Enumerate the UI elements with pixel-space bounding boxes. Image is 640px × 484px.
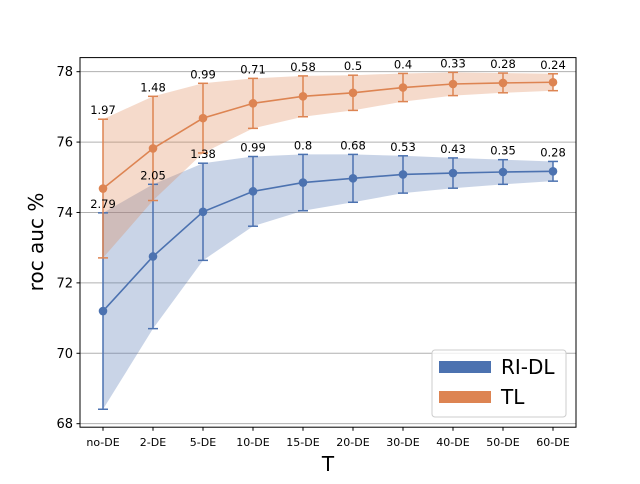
y-tick-label: 68	[56, 417, 73, 432]
error-labels: 2.79 2.05 1.38 0.99 0.8 0.68 0.53 0.43 0.35 0.28 1…	[90, 56, 566, 210]
data-point-ri-dl	[498, 167, 508, 177]
error-label-ri-dl: 0.35	[490, 144, 516, 158]
x-tick-label: 15-DE	[286, 436, 319, 449]
data-point-ri-dl	[398, 170, 408, 179]
data-point-ri-dl	[298, 178, 308, 187]
plot-frame	[79, 57, 577, 428]
error-label-ri-dl: 0.99	[240, 141, 266, 155]
data-point-ri-dl	[148, 252, 158, 261]
x-tick-label: 50-DE	[486, 436, 519, 449]
legend-label-ri-dl: RI-DL	[501, 355, 555, 379]
series-line-tl	[102, 81, 554, 190]
data-point-ri-dl	[548, 166, 558, 176]
data-point-tl	[148, 144, 158, 153]
data-point-tl	[498, 78, 508, 88]
data-point-tl	[198, 113, 208, 123]
error-band-ri-dl	[103, 154, 553, 410]
series-line-ri-dl	[102, 170, 554, 312]
error-label-tl: 0.58	[290, 60, 316, 74]
data-point-ri-dl	[198, 207, 208, 217]
error-band-tl	[103, 72, 553, 258]
data-point-ri-dl	[348, 174, 358, 183]
y-axis-label: roc auc %	[24, 193, 48, 292]
data-point-tl	[98, 184, 108, 193]
error-label-tl: 1.48	[140, 80, 166, 94]
error-label-tl: 0.4	[394, 57, 412, 71]
grid-lines	[80, 71, 576, 425]
y-tick-label: 72	[56, 276, 73, 291]
error-label-ri-dl: 2.79	[90, 197, 116, 211]
error-label-tl: 0.5	[344, 59, 362, 73]
x-tick-label: 20-DE	[336, 436, 369, 449]
error-label-ri-dl: 1.38	[190, 147, 216, 161]
x-tick-label: 60-DE	[536, 436, 569, 449]
legend-swatch-tl	[439, 391, 491, 403]
data-point-tl	[398, 83, 408, 92]
x-axis-ticks: no-DE 2-DE 5-DE 10-DE 15-DE 20-DE 30-DE 40-DE 50…	[86, 427, 570, 449]
error-label-ri-dl: 0.28	[540, 145, 566, 159]
legend-label-tl: TL	[500, 385, 525, 409]
data-points	[98, 77, 558, 316]
error-label-tl: 0.24	[540, 58, 566, 72]
error-bands	[103, 72, 553, 410]
x-axis-label: T	[321, 452, 335, 476]
data-point-ri-dl	[448, 168, 458, 178]
error-label-tl: 0.71	[240, 62, 266, 76]
data-point-tl	[248, 99, 258, 108]
y-tick-label: 78	[56, 65, 73, 80]
y-tick-label: 74	[56, 206, 73, 221]
error-label-ri-dl: 0.68	[340, 138, 366, 152]
error-label-ri-dl: 0.53	[390, 140, 416, 154]
series-lines	[102, 81, 554, 312]
y-tick-label: 70	[56, 347, 73, 362]
data-point-tl	[298, 92, 308, 101]
data-point-ri-dl	[248, 187, 258, 196]
legend-swatch-ri-dl	[439, 361, 491, 373]
x-tick-label: no-DE	[86, 436, 119, 449]
data-point-ri-dl	[98, 306, 108, 316]
error-label-ri-dl: 2.05	[140, 168, 166, 182]
x-tick-label: 5-DE	[190, 436, 216, 449]
error-label-tl: 0.28	[490, 57, 516, 71]
x-tick-label: 2-DE	[140, 436, 166, 449]
data-point-tl	[348, 88, 358, 98]
data-point-tl	[548, 77, 558, 87]
legend: RI-DL TL	[431, 349, 567, 418]
x-tick-label: 40-DE	[436, 436, 469, 449]
x-tick-label: 30-DE	[386, 436, 419, 449]
y-tick-label: 76	[56, 136, 73, 151]
error-label-ri-dl: 0.43	[440, 142, 466, 156]
x-tick-label: 10-DE	[236, 436, 269, 449]
error-label-ri-dl: 0.8	[294, 138, 312, 152]
error-label-tl: 0.99	[190, 67, 216, 81]
error-label-tl: 0.33	[440, 56, 466, 70]
y-axis-ticks: 68 70 72 74 76 78	[56, 65, 80, 432]
error-label-tl: 1.97	[90, 103, 116, 117]
data-point-tl	[448, 79, 458, 89]
